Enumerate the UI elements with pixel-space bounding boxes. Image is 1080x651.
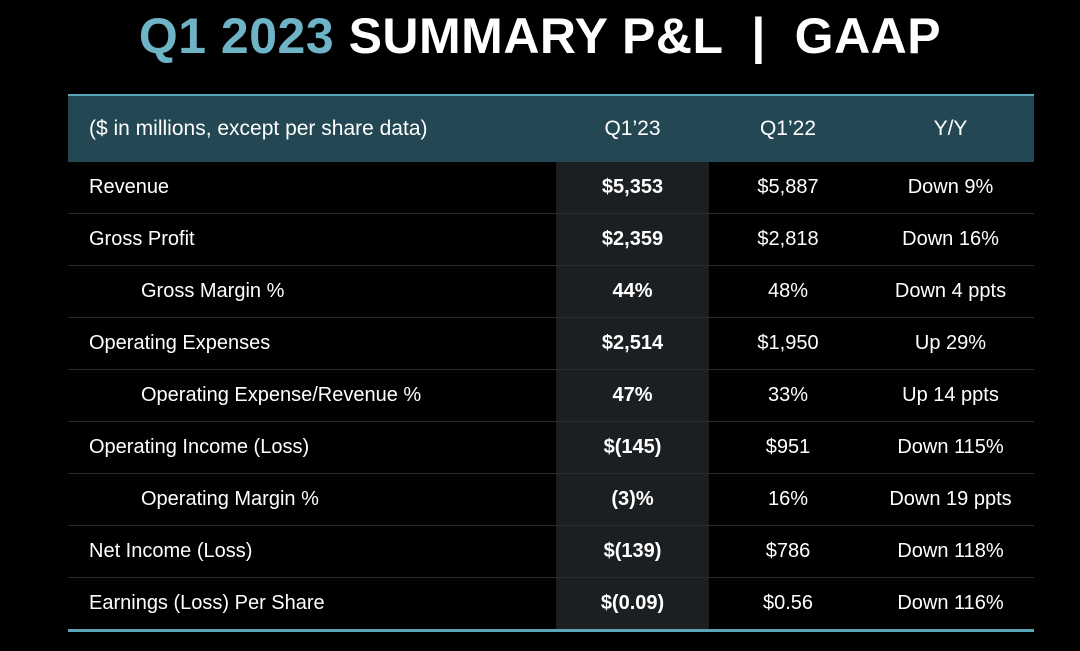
row-q1-23: (3)% — [611, 488, 654, 510]
row-yy: Up 29% — [914, 332, 987, 354]
current-quarter-highlight — [556, 162, 709, 629]
row-yy: Up 14 ppts — [902, 384, 999, 406]
row-q1-23: $2,514 — [601, 332, 664, 354]
row-label: Operating Margin % — [141, 488, 319, 510]
table-row: Earnings (Loss) Per Share $(0.09) $0.56 … — [68, 578, 1034, 629]
row-q1-22: 33% — [767, 384, 809, 406]
row-label: Operating Income (Loss) — [89, 436, 310, 458]
row-label: Gross Margin % — [141, 280, 285, 302]
row-yy: Down 116% — [897, 592, 1004, 614]
row-q1-23: $5,353 — [601, 176, 664, 198]
header-label: ($ in millions, except per share data) — [89, 117, 428, 140]
row-yy: Down 118% — [897, 540, 1004, 562]
table-header: ($ in millions, except per share data) Q… — [68, 96, 1034, 162]
header-q1-23: Q1’23 — [604, 117, 661, 140]
row-q1-23: $(0.09) — [600, 592, 665, 614]
row-q1-23: $(139) — [603, 540, 662, 562]
table-body: Revenue $5,353 $5,887 Down 9% Gross Prof… — [68, 162, 1034, 629]
row-q1-22: $951 — [765, 436, 811, 458]
row-q1-23: 44% — [612, 280, 653, 302]
row-q1-22: $786 — [765, 540, 811, 562]
row-q1-22: $5,887 — [757, 176, 819, 198]
row-q1-23: $(145) — [603, 436, 662, 458]
header-yy: Y/Y — [933, 117, 968, 140]
row-label: Gross Profit — [89, 228, 195, 250]
pnl-table: ($ in millions, except per share data) Q… — [68, 94, 1034, 632]
table-row: Gross Profit $2,359 $2,818 Down 16% — [68, 214, 1034, 266]
table-row: Operating Income (Loss) $(145) $951 Down… — [68, 422, 1034, 474]
row-yy: Down 4 ppts — [894, 280, 1007, 302]
table-row: Revenue $5,353 $5,887 Down 9% — [68, 162, 1034, 214]
table-top-rule — [68, 94, 1034, 96]
table-row: Operating Expense/Revenue % 47% 33% Up 1… — [68, 370, 1034, 422]
row-label: Earnings (Loss) Per Share — [89, 592, 325, 614]
row-label: Operating Expenses — [89, 332, 271, 354]
row-q1-22: $1,950 — [757, 332, 819, 354]
title-main: SUMMARY P&L | GAAP — [334, 8, 942, 64]
table-row: Gross Margin % 44% 48% Down 4 ppts — [68, 266, 1034, 318]
table-row: Net Income (Loss) $(139) $786 Down 118% — [68, 526, 1034, 578]
table-row: Operating Expenses $2,514 $1,950 Up 29% — [68, 318, 1034, 370]
row-q1-23: $2,359 — [601, 228, 664, 250]
title-period: Q1 2023 — [138, 8, 335, 64]
row-yy: Down 115% — [897, 436, 1004, 458]
row-label: Operating Expense/Revenue % — [141, 384, 422, 406]
row-q1-22: $0.56 — [762, 592, 814, 614]
row-q1-22: $2,818 — [757, 228, 819, 250]
page-title: Q1 2023 SUMMARY P&L | GAAP — [0, 6, 1080, 66]
row-yy: Down 9% — [907, 176, 994, 198]
row-yy: Down 16% — [902, 228, 999, 250]
row-label: Revenue — [89, 176, 170, 198]
table-row: Operating Margin % (3)% 16% Down 19 ppts — [68, 474, 1034, 526]
row-label: Net Income (Loss) — [89, 540, 253, 562]
row-yy: Down 19 ppts — [889, 488, 1012, 510]
header-q1-22: Q1’22 — [759, 117, 817, 140]
row-q1-22: 48% — [767, 280, 809, 302]
table-bottom-rule — [68, 629, 1034, 632]
row-q1-23: 47% — [612, 384, 653, 406]
row-q1-22: 16% — [767, 488, 809, 510]
